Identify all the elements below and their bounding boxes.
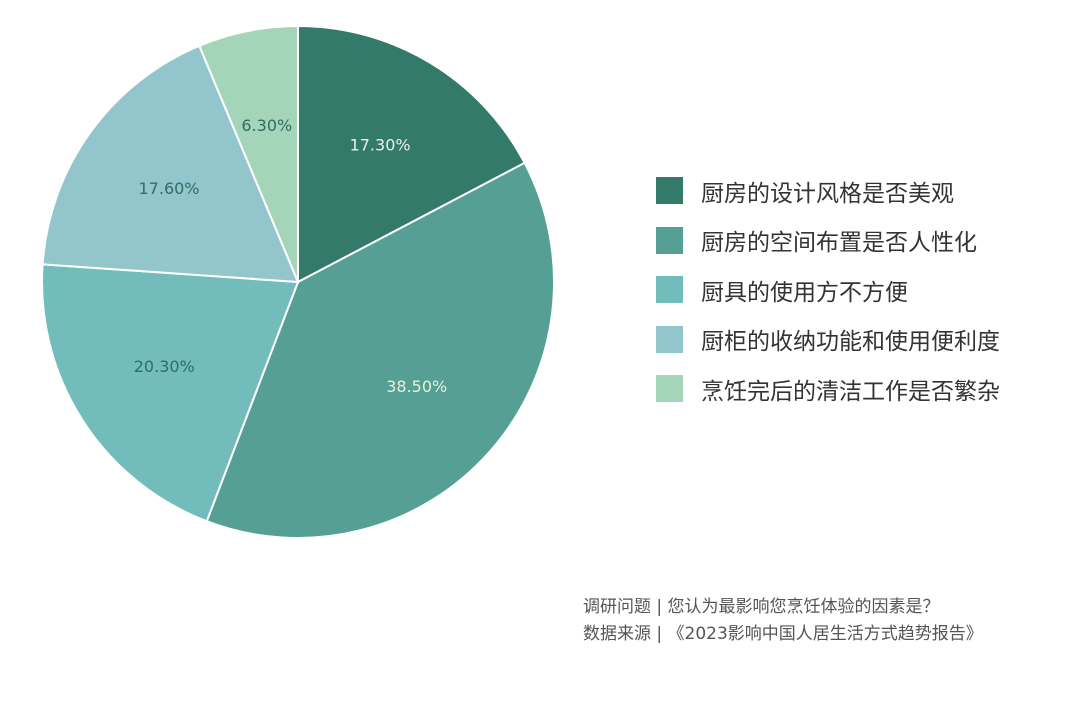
legend-swatch — [656, 325, 683, 353]
legend-swatch — [656, 177, 683, 205]
legend-label: 厨房的设计风格是否美观 — [701, 180, 954, 207]
legend: 厨房的设计风格是否美观 厨房的空间布置是否人性化 厨具的使用方不方便厨柜的收纳功能和… — [656, 166, 1000, 414]
legend-item-3: 厨具的使用方不方便 — [656, 265, 1000, 315]
pie-slice-4 — [41, 44, 300, 284]
data-source: 数据来源 | 《2023影响中国人居生活方式趋势报告》 — [583, 624, 983, 644]
slice-label-3: 20.30% — [134, 357, 195, 376]
pie-slice-5 — [197, 24, 299, 283]
chart-footer: 调研问题 | 您认为最影响您烹饪体验的因素是？ 数据来源 | 《2023影响中国… — [583, 594, 983, 648]
legend-item-5: 烹饪完后的清洁工作是否繁杂 — [656, 364, 1000, 414]
legend-label: 厨柜的收纳功能和使用便利度 — [701, 329, 1000, 356]
legend-swatch — [656, 375, 683, 403]
pie-slice-3 — [41, 263, 300, 523]
legend-swatch — [656, 226, 683, 254]
slice-label-5: 6.30% — [241, 116, 292, 135]
pie-slice-1 — [297, 24, 526, 284]
survey-question: 调研问题 | 您认为最影响您烹饪体验的因素是？ — [583, 597, 940, 617]
legend-swatch — [656, 276, 683, 304]
legend-label: 厨房的空间布置是否人性化 — [701, 230, 977, 257]
slice-label-4: 17.60% — [139, 179, 200, 198]
pie-slice-2 — [205, 161, 555, 539]
legend-label: 烹饪完后的清洁工作是否繁杂 — [701, 378, 1000, 405]
slice-label-2: 38.50% — [386, 377, 447, 396]
legend-item-2: 厨房的空间布置是否人性化 — [656, 216, 1000, 266]
legend-item-1: 厨房的设计风格是否美观 — [656, 166, 1000, 216]
legend-item-4: 厨柜的收纳功能和使用便利度 — [656, 315, 1000, 365]
legend-label: 厨具的使用方不方便 — [701, 279, 908, 306]
slice-label-1: 17.30% — [350, 136, 411, 155]
